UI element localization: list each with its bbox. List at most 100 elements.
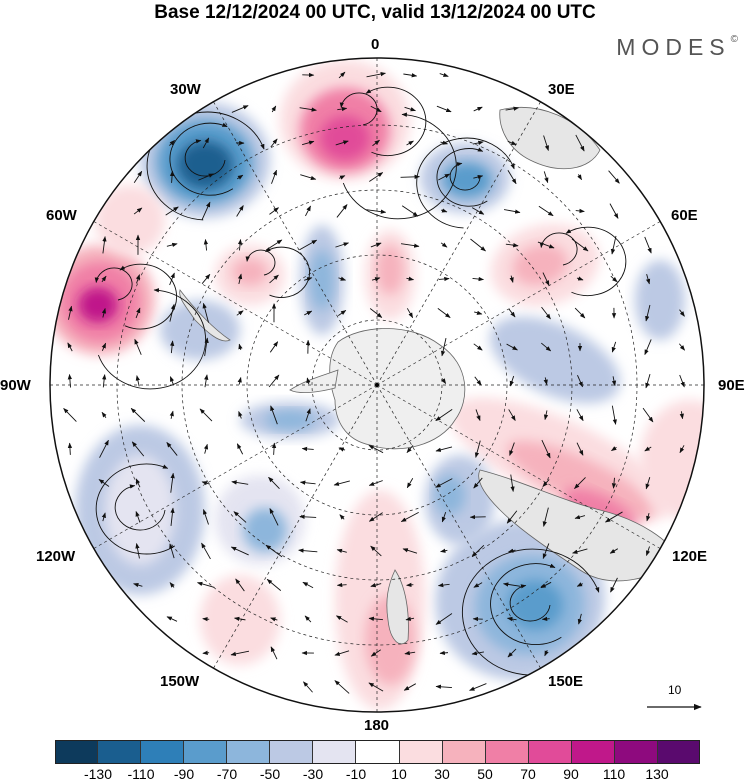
- lon-label-90e: 90E: [718, 377, 745, 394]
- wind-arrow: [299, 107, 317, 112]
- wind-arrow: [204, 374, 209, 388]
- wind-arrow: [335, 140, 349, 146]
- wind-arrow: [609, 548, 619, 554]
- wind-arrow: [404, 106, 416, 112]
- wind-arrow: [441, 378, 447, 384]
- wind-arrow: [133, 583, 143, 588]
- wind-arrow: [473, 477, 483, 489]
- wind-arrow: [542, 507, 549, 527]
- streamline: [461, 548, 600, 676]
- wind-arrow: [645, 477, 651, 490]
- wind-arrow: [68, 305, 73, 320]
- south-africa: [499, 107, 601, 170]
- wind-arrow: [201, 273, 211, 284]
- wind-arrow: [575, 208, 585, 214]
- wind-arrow: [440, 548, 448, 553]
- wind-arrow: [542, 479, 550, 487]
- anomaly-blob: [177, 141, 233, 189]
- wind-arrow: [508, 548, 516, 553]
- wind-arrow: [236, 310, 244, 316]
- anomaly-blob: [635, 260, 685, 340]
- wind-arrow: [644, 339, 652, 356]
- wind-arrow: [576, 442, 584, 456]
- wind-arrow: [169, 376, 175, 386]
- colorbar-tick-label: 30: [434, 766, 450, 782]
- wind-arrow: [571, 238, 589, 252]
- wind-arrow: [135, 274, 140, 284]
- wind-arrow: [268, 476, 280, 490]
- wind-arrow: [474, 310, 483, 315]
- wind-arrow: [507, 140, 517, 146]
- wind-arrow: [303, 277, 313, 282]
- colorbar-cell: [485, 740, 529, 764]
- wind-arrow: [502, 582, 521, 587]
- wind-arrow: [471, 544, 485, 558]
- wind-arrow: [271, 105, 277, 113]
- wind-arrow: [270, 405, 278, 425]
- wind-arrow: [338, 447, 346, 452]
- streamline: [94, 267, 133, 301]
- wind-arrow: [370, 242, 382, 248]
- wind-arrow: [575, 134, 585, 152]
- wind-arrow: [645, 304, 651, 322]
- lon-label-120w: 120W: [36, 548, 76, 565]
- streamline: [416, 137, 515, 229]
- wind-arrow: [509, 442, 515, 456]
- wind-arrow: [202, 137, 210, 149]
- wind-arrow: [400, 174, 420, 179]
- wind-arrow: [333, 480, 350, 486]
- wind-arrow: [203, 238, 209, 251]
- wind-arrow: [231, 480, 249, 485]
- anomaly-blob: [243, 508, 287, 552]
- anomaly-blob: [435, 475, 465, 515]
- colorbar-tick-label: -70: [216, 766, 238, 782]
- wind-arrow: [335, 615, 348, 623]
- lon-label-30w: 30W: [170, 81, 201, 98]
- wind-arrow: [230, 546, 249, 556]
- wind-arrow: [369, 172, 384, 182]
- wind-arrow: [202, 302, 209, 323]
- wind-arrow: [679, 374, 685, 388]
- wind-arrow: [301, 446, 314, 452]
- wind-arrow: [67, 342, 73, 352]
- wind-arrow: [133, 207, 143, 215]
- wind-arrow: [503, 209, 521, 214]
- streamline: [436, 147, 488, 207]
- wind-arrow: [574, 307, 586, 319]
- wind-arrow: [403, 73, 418, 78]
- wind-arrow: [169, 582, 175, 588]
- wind-arrow: [510, 474, 515, 492]
- meridian: [376, 101, 541, 386]
- wind-arrow: [679, 309, 685, 317]
- wind-arrow: [268, 374, 280, 388]
- wind-arrow: [645, 373, 651, 389]
- wind-arrow: [576, 582, 583, 587]
- colorbar-tick-label: -30: [302, 766, 324, 782]
- anomaly-blob: [512, 244, 568, 286]
- wind-arrow: [269, 341, 279, 353]
- wind-arrow: [304, 310, 313, 316]
- wind-arrow: [301, 140, 315, 146]
- wind-arrow: [368, 616, 383, 621]
- wind-arrow: [135, 478, 141, 488]
- lon-label-60w: 60W: [46, 207, 77, 224]
- wind-arrow: [435, 613, 453, 625]
- lon-label-90w: 90W: [0, 377, 31, 394]
- wind-arrow: [133, 170, 143, 183]
- meridian: [93, 384, 378, 549]
- wind-arrow: [644, 236, 652, 254]
- wind-arrow: [134, 338, 142, 355]
- wind-arrow: [170, 472, 175, 493]
- wind-arrow: [236, 443, 244, 455]
- wind-arrow: [202, 617, 210, 622]
- wind-arrow: [370, 583, 382, 588]
- reference-vector-arrow: [647, 703, 702, 711]
- streamlines: [94, 86, 627, 676]
- streamline: [184, 139, 226, 177]
- wind-arrow: [611, 341, 617, 353]
- wind-arrow: [196, 581, 215, 588]
- wind-arrow: [577, 613, 582, 625]
- wind-arrow: [543, 410, 549, 421]
- wind-arrow: [541, 306, 551, 320]
